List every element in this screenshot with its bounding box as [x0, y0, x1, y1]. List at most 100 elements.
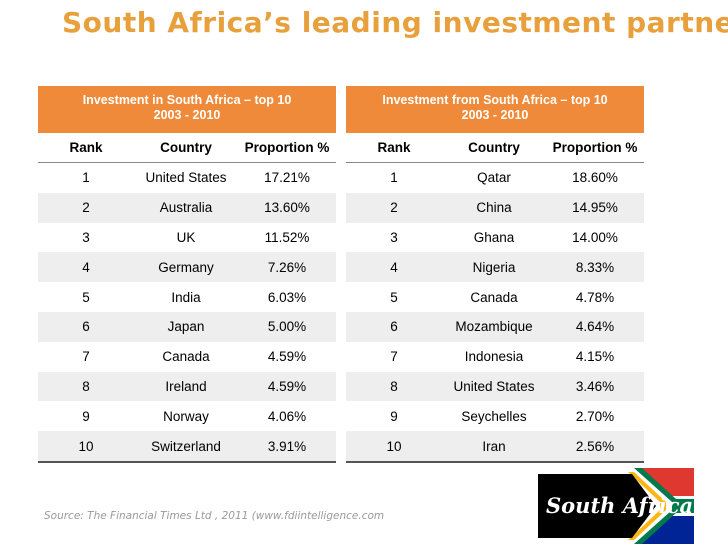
table-row: 1 Qatar 18.60% — [346, 163, 644, 193]
proportion-cell: 4.59% — [267, 378, 307, 394]
outbound-investment-table: Investment from South Africa – top 10 20… — [346, 86, 644, 463]
table-row: 8 United States 3.46% — [346, 371, 644, 402]
table-row: 4 Germany 7.26% — [38, 252, 336, 283]
rank-cell: 6 — [82, 319, 90, 335]
country-cell: Ireland — [165, 378, 207, 394]
table-row: 5 Canada 4.78% — [346, 282, 644, 312]
south-africa-logo: South Africa — [538, 468, 694, 544]
table-row: 10 Iran 2.56% — [346, 431, 644, 463]
rank-cell: 2 — [390, 200, 398, 216]
proportion-cell: 5.00% — [267, 319, 307, 335]
country-cell: Ghana — [473, 229, 515, 245]
table-row: 3 UK 11.52% — [38, 223, 336, 253]
rank-cell: 10 — [386, 438, 402, 454]
country-cell: Iran — [482, 438, 506, 454]
column-header-country: Country — [468, 140, 520, 155]
outbound-table-header: Investment from South Africa – top 10 20… — [346, 86, 644, 133]
table-row: 3 Ghana 14.00% — [346, 223, 644, 253]
outbound-column-headers: Rank Country Proportion % — [346, 133, 644, 163]
table-row: 9 Seychelles 2.70% — [346, 401, 644, 431]
inbound-table-body: 1 United States 17.21% 2 Australia 13.60% 3 UK 1… — [38, 163, 336, 463]
inbound-table-title: Investment in South Africa – top 10 — [82, 93, 292, 107]
column-header-rank: Rank — [377, 140, 411, 155]
proportion-cell: 14.00% — [572, 229, 618, 245]
rank-cell: 7 — [390, 349, 398, 365]
rank-cell: 8 — [82, 378, 90, 394]
proportion-cell: 18.60% — [572, 170, 618, 186]
logo-text: South Africa — [546, 493, 693, 518]
table-row: 2 Australia 13.60% — [38, 192, 336, 223]
proportion-cell: 6.03% — [267, 289, 307, 305]
rank-cell: 4 — [390, 259, 398, 275]
country-cell: Canada — [162, 349, 210, 365]
country-cell: India — [171, 289, 201, 305]
proportion-cell: 17.21% — [264, 170, 310, 186]
south-africa-flag-logo-icon: South Africa — [538, 468, 694, 544]
outbound-table-title: Investment from South Africa – top 10 — [382, 93, 608, 107]
column-header-proportion: Proportion % — [552, 140, 638, 155]
table-row: 6 Mozambique 4.64% — [346, 311, 644, 342]
rank-cell: 10 — [78, 438, 94, 454]
proportion-cell: 7.26% — [267, 259, 307, 275]
proportion-cell: 4.59% — [267, 349, 307, 365]
country-cell: China — [476, 200, 512, 216]
proportion-cell: 11.52% — [264, 229, 310, 245]
rank-cell: 7 — [82, 349, 90, 365]
country-cell: UK — [176, 229, 196, 245]
proportion-cell: 2.56% — [575, 438, 615, 454]
rank-cell: 1 — [390, 170, 398, 186]
rank-cell: 2 — [82, 200, 90, 216]
rank-cell: 9 — [82, 408, 90, 424]
proportion-cell: 13.60% — [264, 200, 310, 216]
proportion-cell: 14.95% — [572, 200, 618, 216]
table-row: 7 Indonesia 4.15% — [346, 342, 644, 372]
table-row: 5 India 6.03% — [38, 282, 336, 312]
country-cell: United States — [453, 378, 535, 394]
country-cell: Switzerland — [151, 438, 221, 454]
rank-cell: 3 — [390, 229, 398, 245]
table-row: 8 Ireland 4.59% — [38, 371, 336, 402]
table-row: 7 Canada 4.59% — [38, 342, 336, 372]
rank-cell: 5 — [390, 289, 398, 305]
inbound-investment-table: Investment in South Africa – top 10 2003… — [38, 86, 336, 463]
country-cell: Nigeria — [472, 259, 516, 275]
table-row: 6 Japan 5.00% — [38, 311, 336, 342]
proportion-cell: 4.15% — [575, 349, 615, 365]
outbound-table-period: 2003 - 2010 — [461, 108, 529, 122]
country-cell: Mozambique — [455, 319, 533, 335]
country-cell: Norway — [163, 408, 209, 424]
table-row: 9 Norway 4.06% — [38, 401, 336, 431]
country-cell: Indonesia — [464, 349, 524, 365]
outbound-table-body: 1 Qatar 18.60% 2 China 14.95% 3 Ghana 14.00% 4 Nig… — [346, 163, 644, 463]
country-cell: Canada — [470, 289, 518, 305]
rank-cell: 8 — [390, 378, 398, 394]
proportion-cell: 4.78% — [575, 289, 615, 305]
table-row: 2 China 14.95% — [346, 192, 644, 223]
country-cell: Japan — [167, 319, 205, 335]
proportion-cell: 2.70% — [575, 408, 615, 424]
rank-cell: 1 — [82, 170, 90, 186]
column-header-proportion: Proportion % — [244, 140, 330, 155]
country-cell: United States — [145, 170, 227, 186]
rank-cell: 5 — [82, 289, 90, 305]
table-row: 10 Switzerland 3.91% — [38, 431, 336, 463]
country-cell: Germany — [158, 259, 214, 275]
country-cell: Australia — [159, 200, 213, 216]
column-header-country: Country — [160, 140, 212, 155]
inbound-table-header: Investment in South Africa – top 10 2003… — [38, 86, 336, 133]
rank-cell: 9 — [390, 408, 398, 424]
source-note: Source: The Financial Times Ltd , 2011 (… — [44, 510, 385, 522]
country-cell: Qatar — [477, 170, 511, 186]
slide-title: South Africa’s leading investment partne… — [62, 6, 728, 39]
inbound-column-headers: Rank Country Proportion % — [38, 133, 336, 163]
rank-cell: 3 — [82, 229, 90, 245]
inbound-table-period: 2003 - 2010 — [153, 108, 221, 122]
proportion-cell: 8.33% — [575, 259, 615, 275]
country-cell: Seychelles — [461, 408, 527, 424]
proportion-cell: 4.06% — [267, 408, 307, 424]
rank-cell: 6 — [390, 319, 398, 335]
table-row: 4 Nigeria 8.33% — [346, 252, 644, 283]
rank-cell: 4 — [82, 259, 90, 275]
proportion-cell: 3.91% — [267, 438, 307, 454]
table-row: 1 United States 17.21% — [38, 163, 336, 193]
